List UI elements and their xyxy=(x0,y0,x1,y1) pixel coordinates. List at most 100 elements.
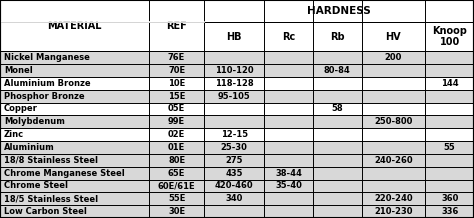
Text: Chrome Manganese Steel: Chrome Manganese Steel xyxy=(4,169,125,178)
Bar xyxy=(313,167,362,179)
Bar xyxy=(0,77,149,90)
Bar xyxy=(313,205,362,218)
Text: Aluminium: Aluminium xyxy=(4,143,55,152)
Text: 01E: 01E xyxy=(168,143,185,152)
Bar xyxy=(204,205,264,218)
Text: Molybdenum: Molybdenum xyxy=(4,117,64,126)
Bar xyxy=(425,102,474,115)
Bar xyxy=(204,64,264,77)
Bar xyxy=(425,90,474,102)
Bar xyxy=(149,154,204,167)
Text: 80-84: 80-84 xyxy=(324,66,351,75)
Bar xyxy=(149,179,204,192)
Bar xyxy=(149,77,204,90)
Bar xyxy=(264,141,313,154)
Text: Nickel Manganese: Nickel Manganese xyxy=(4,53,90,62)
Text: HV: HV xyxy=(386,32,401,41)
Text: 210-230: 210-230 xyxy=(374,207,413,216)
Bar xyxy=(313,90,362,102)
Bar xyxy=(313,154,362,167)
Bar xyxy=(264,22,313,51)
Bar xyxy=(149,205,204,218)
Bar xyxy=(362,192,425,205)
Bar xyxy=(313,64,362,77)
Text: 65E: 65E xyxy=(168,169,185,178)
Bar xyxy=(204,179,264,192)
Bar xyxy=(425,179,474,192)
Bar xyxy=(204,77,264,90)
Bar xyxy=(149,115,204,128)
Text: 02E: 02E xyxy=(168,130,185,139)
Bar xyxy=(0,192,149,205)
Bar xyxy=(313,141,362,154)
Bar xyxy=(264,64,313,77)
Text: 18/5 Stainless Steel: 18/5 Stainless Steel xyxy=(4,194,98,203)
Bar xyxy=(149,0,204,51)
Text: 15E: 15E xyxy=(168,92,185,101)
Bar xyxy=(362,51,425,64)
Text: 55E: 55E xyxy=(168,194,185,203)
Text: MATERIAL: MATERIAL xyxy=(47,21,102,31)
Text: HARDNESS: HARDNESS xyxy=(307,6,371,16)
Text: 55: 55 xyxy=(444,143,456,152)
Text: 118-128: 118-128 xyxy=(215,79,254,88)
Bar xyxy=(425,22,474,51)
Bar xyxy=(362,154,425,167)
Bar xyxy=(313,128,362,141)
Text: Low Carbon Steel: Low Carbon Steel xyxy=(4,207,87,216)
Text: 360: 360 xyxy=(441,194,458,203)
Bar xyxy=(204,154,264,167)
Bar xyxy=(0,141,149,154)
Text: Phosphor Bronze: Phosphor Bronze xyxy=(4,92,84,101)
Bar xyxy=(0,51,149,64)
Bar xyxy=(313,22,362,51)
Bar xyxy=(0,179,149,192)
Text: 340: 340 xyxy=(226,194,243,203)
Text: 220-240: 220-240 xyxy=(374,194,413,203)
Bar xyxy=(204,115,264,128)
Bar xyxy=(149,128,204,141)
Text: 200: 200 xyxy=(385,53,402,62)
Text: 435: 435 xyxy=(225,169,243,178)
Bar xyxy=(425,154,474,167)
Bar xyxy=(149,192,204,205)
Bar xyxy=(264,128,313,141)
Text: Knoop
100: Knoop 100 xyxy=(432,26,467,47)
Bar xyxy=(362,64,425,77)
Bar xyxy=(264,205,313,218)
Text: 35-40: 35-40 xyxy=(275,181,302,191)
Bar xyxy=(0,128,149,141)
Text: 80E: 80E xyxy=(168,156,185,165)
Bar xyxy=(362,22,425,51)
Text: 58: 58 xyxy=(331,104,343,113)
Bar xyxy=(264,115,313,128)
Text: HB: HB xyxy=(227,32,242,41)
Bar xyxy=(313,51,362,64)
Text: 12-15: 12-15 xyxy=(220,130,248,139)
Bar xyxy=(264,102,313,115)
Bar xyxy=(362,179,425,192)
Text: Zinc: Zinc xyxy=(4,130,24,139)
Bar xyxy=(204,102,264,115)
Bar xyxy=(264,154,313,167)
Bar xyxy=(264,192,313,205)
Bar xyxy=(0,115,149,128)
Bar xyxy=(204,22,264,51)
Text: Copper: Copper xyxy=(4,104,37,113)
Text: 110-120: 110-120 xyxy=(215,66,254,75)
Text: 76E: 76E xyxy=(168,53,185,62)
Bar xyxy=(362,90,425,102)
Text: 10E: 10E xyxy=(168,79,185,88)
Bar xyxy=(362,141,425,154)
Bar xyxy=(425,115,474,128)
Bar xyxy=(204,167,264,179)
Bar xyxy=(149,64,204,77)
Bar xyxy=(362,77,425,90)
Bar xyxy=(264,77,313,90)
Text: 144: 144 xyxy=(441,79,458,88)
Text: REF: REF xyxy=(166,21,187,31)
Bar xyxy=(149,141,204,154)
Bar xyxy=(425,64,474,77)
Bar xyxy=(204,192,264,205)
Bar xyxy=(425,77,474,90)
